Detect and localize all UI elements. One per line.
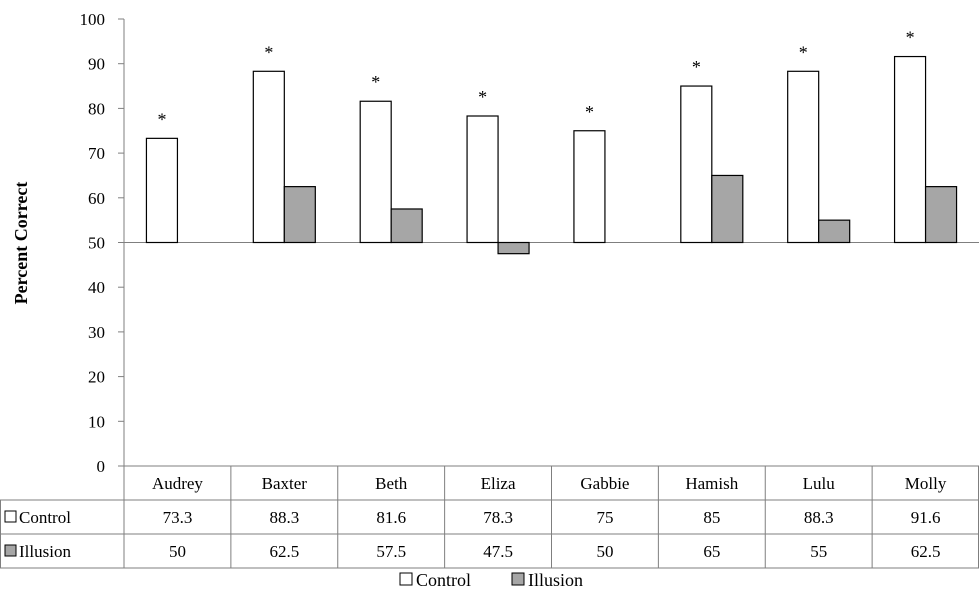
y-tick-label: 90 [88,55,105,74]
table-legend-swatch [4,544,17,557]
bar-illusion [711,174,744,244]
table-cell: 55 [810,542,827,561]
x-category-label: Gabbie [580,474,629,493]
significance-star: * [692,57,701,77]
bar-control [466,115,499,244]
x-category-label: Lulu [803,474,836,493]
significance-star: * [264,42,273,62]
significance-star: * [585,102,594,122]
y-tick-label: 30 [88,323,105,342]
y-tick-label: 100 [80,10,106,29]
bar-control [573,130,606,244]
table-cell: 73.3 [163,508,193,527]
bar-control [787,70,820,244]
bar-control [252,70,285,244]
y-tick-label: 70 [88,144,105,163]
x-category-label: Molly [905,474,947,493]
table-cell: 50 [596,542,613,561]
y-tick-label: 0 [97,457,106,476]
y-axis-title: Percent Correct [11,182,31,305]
table-cell: 81.6 [376,508,406,527]
table-cell: 91.6 [911,508,941,527]
bar-control [680,85,713,244]
y-tick-label: 40 [88,278,105,297]
y-tick-label: 20 [88,368,105,387]
table-cell: 57.5 [376,542,406,561]
bar-control [893,55,927,244]
legend-label-control: Control [416,570,471,590]
significance-star: * [906,28,915,48]
y-tick-label: 50 [88,234,105,253]
y-tick-label: 60 [88,189,105,208]
legend-swatch-control [399,572,413,586]
table-row-header: Illusion [19,542,71,561]
bar-illusion [818,219,851,244]
table-cell: 88.3 [269,508,299,527]
table-cell: 65 [703,542,720,561]
table-cell: 75 [596,508,613,527]
significance-star: * [478,87,487,107]
bar-illusion [497,241,530,255]
table-cell: 78.3 [483,508,513,527]
table-row-header: Control [19,508,71,527]
significance-star: * [157,109,166,129]
table-cell: 85 [703,508,720,527]
table-cell: 47.5 [483,542,513,561]
table-cell: 88.3 [804,508,834,527]
legend-swatch-illusion [511,572,525,586]
y-tick-label: 80 [88,99,105,118]
x-category-label: Beth [375,474,408,493]
significance-star: * [799,42,808,62]
x-category-label: Baxter [262,474,308,493]
table-cell: 62.5 [911,542,941,561]
x-category-label: Audrey [152,474,203,493]
y-tick-label: 10 [88,412,105,431]
table-cell: 50 [169,542,186,561]
bar-control [359,100,392,244]
bar-illusion [924,186,958,244]
x-category-label: Hamish [685,474,738,493]
bar-illusion [283,186,316,244]
bar-control [145,137,179,244]
table-cell: 62.5 [269,542,299,561]
x-category-label: Eliza [481,474,516,493]
legend-label-illusion: Illusion [528,570,583,590]
significance-star: * [371,72,380,92]
bar-illusion [390,208,423,244]
table-legend-swatch [4,510,17,523]
